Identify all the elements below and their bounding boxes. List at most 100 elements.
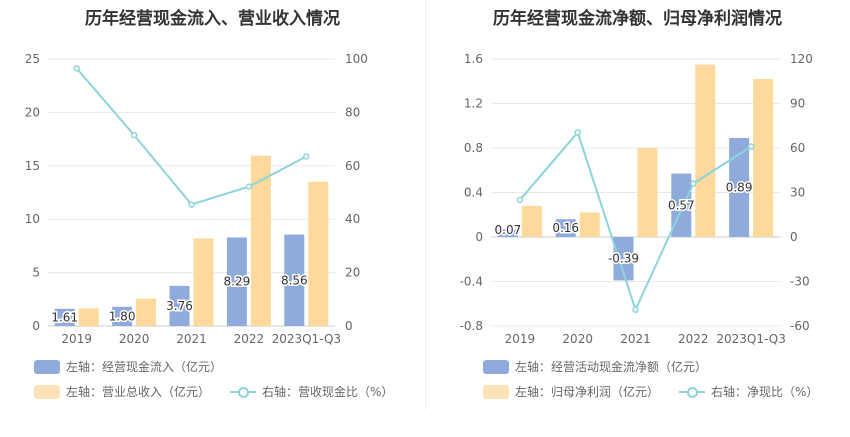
y-right-tick-label: 90: [790, 97, 805, 111]
bar-secondary: [695, 64, 716, 237]
y-right-tick-label: -30: [790, 275, 810, 289]
bar-primary: [497, 229, 518, 237]
y-left-tick-label: 0.8: [464, 141, 483, 155]
y-right-tick-label: -60: [790, 319, 810, 333]
ratio-point: [245, 183, 253, 190]
legend-label: 右轴：营收现金比（%）: [262, 385, 394, 399]
legend-swatch: [483, 384, 509, 399]
y-right-tick-label: 100: [345, 52, 368, 66]
bar-primary: [169, 285, 190, 326]
bar-data-label: -0.39: [608, 252, 639, 266]
bar-data-label: 3.76: [166, 299, 193, 313]
legend-swatch: [34, 359, 60, 374]
chart-title: 历年经营现金流入、营业收入情况: [85, 9, 340, 29]
legend-item-net-operating-cash[interactable]: 左轴：经营活动现金流净额（亿元）: [483, 358, 707, 375]
bar-secondary: [521, 205, 542, 237]
x-tick-label: 2021: [620, 332, 651, 346]
bar-data-label: 8.29: [224, 275, 251, 289]
legend-swatch: [34, 384, 60, 399]
legend-line-marker: [679, 385, 706, 399]
legend-item-net-cash-ratio[interactable]: 右轴：净现比（%）: [679, 383, 818, 400]
chart-svg: -0.8 -0.4 0 0.4 0.8 1.2 1.6 -60 -30 0 30 60 90 120 201…: [460, 52, 813, 346]
x-tick-label: 2019: [505, 332, 536, 346]
bar-primary: [284, 234, 305, 326]
legend-label: 右轴：净现比（%）: [711, 385, 819, 399]
ratio-point: [130, 131, 138, 139]
bar-primary: [555, 219, 576, 237]
panel-divider: [425, 0, 426, 410]
y-left-tick-label: 0: [32, 319, 40, 333]
y-right-tick-label: 30: [790, 186, 805, 200]
y-left-tick-label: 10: [25, 212, 40, 226]
bar-data-label: 0.16: [552, 221, 579, 235]
legend-item-cash-revenue-ratio[interactable]: 右轴：营收现金比（%）: [230, 383, 393, 400]
y-left-tick-label: 1.6: [464, 52, 483, 66]
y-left-tick-label: 1.2: [464, 97, 483, 111]
ratio-point: [303, 153, 310, 160]
bar-secondary: [193, 238, 214, 326]
chart-title: 历年经营现金流净额、归母净利润情况: [493, 9, 782, 29]
x-tick-label: 2023Q1-Q3: [716, 332, 785, 346]
bar-primary: [54, 308, 75, 326]
y-left-tick-label: 0.4: [464, 186, 483, 200]
ratio-line: [75, 67, 307, 206]
ratio-point: [73, 65, 80, 72]
y-right-tick-label: 60: [345, 159, 360, 173]
y-left-tick-label: 15: [25, 159, 40, 173]
x-tick-label: 2022: [678, 332, 709, 346]
legend-item-net-profit[interactable]: 左轴：归母净利润（亿元）: [483, 383, 659, 400]
x-tick-label: 2021: [176, 332, 207, 346]
bar-data-label: 0.89: [726, 180, 753, 194]
bar-secondary: [753, 79, 774, 238]
ratio-point: [574, 129, 581, 136]
legend-swatch: [483, 359, 509, 374]
ratio-point: [632, 306, 639, 313]
legend-row-1: 左轴：经营现金流入（亿元）: [34, 358, 242, 375]
y-right-tick-label: 60: [790, 141, 805, 155]
legend-label: 左轴：经营活动现金流净额（亿元）: [515, 360, 708, 374]
legend-label: 左轴：归母净利润（亿元）: [515, 385, 660, 399]
y-right-tick-label: 80: [345, 105, 360, 119]
legend-label: 左轴：经营现金流入（亿元）: [66, 360, 223, 374]
chart-panel-netcash-profit: 历年经营现金流净额、归母净利润情况 -0.8 -0.4 0 0.4 0.8 1.2 1.6-…: [425, 0, 850, 437]
legend-line-marker: [230, 385, 257, 399]
bar-secondary: [637, 148, 658, 237]
y-left-tick-label: -0.4: [460, 275, 483, 289]
y-right-tick-label: 40: [345, 212, 360, 226]
ratio-point: [690, 180, 697, 187]
y-left-tick-label: 25: [25, 52, 40, 66]
ratio-point: [747, 143, 755, 150]
bar-secondary: [250, 155, 271, 326]
bar-data-label: 8.56: [281, 273, 308, 287]
y-left-tick-label: 20: [25, 105, 40, 119]
x-tick-label: 2020: [562, 332, 593, 346]
y-right-tick-label: 0: [345, 319, 353, 333]
bar-secondary: [78, 308, 99, 326]
legend-row-2: 左轴：营业总收入（亿元） 右轴：营收现金比（%）: [34, 383, 413, 400]
ratio-point: [516, 196, 524, 204]
ratio-point: [188, 201, 195, 208]
bar-primary: [729, 137, 750, 237]
legend-label: 左轴：营业总收入（亿元）: [66, 385, 211, 399]
y-right-tick-label: 0: [790, 230, 798, 244]
bar-primary: [112, 306, 133, 326]
chart-svg: 0 5 10 15 20 25 0 20 40 60 80 100 2019 2020 2021 2022 20…: [25, 52, 368, 346]
bar-data-label: 0.07: [495, 223, 522, 237]
bar-secondary: [136, 298, 157, 326]
chart-panel-cashflow-revenue: 历年经营现金流入、营业收入情况 0 5 10 15 20 25 0 20 40 60 80 100 20…: [25, 9, 413, 400]
legend-item-revenue[interactable]: 左轴：营业总收入（亿元）: [34, 383, 210, 400]
bar-secondary: [579, 212, 600, 237]
legend-row-2: 左轴：归母净利润（亿元） 右轴：净现比（%）: [483, 383, 838, 400]
bar-primary: [226, 237, 247, 326]
y-left-tick-label: -0.8: [460, 319, 483, 333]
bar-data-label: 1.80: [109, 309, 136, 323]
bar-data-label: 1.61: [51, 310, 78, 324]
y-right-tick-label: 20: [345, 266, 360, 280]
y-right-tick-label: 120: [790, 52, 813, 66]
legend-item-cash-inflow[interactable]: 左轴：经营现金流入（亿元）: [34, 358, 222, 375]
x-tick-label: 2019: [61, 332, 92, 346]
bar-primary: [613, 237, 634, 281]
x-tick-label: 2022: [234, 332, 265, 346]
legend-row-1: 左轴：经营活动现金流净额（亿元）: [483, 358, 727, 375]
y-left-tick-label: 0: [475, 230, 483, 244]
